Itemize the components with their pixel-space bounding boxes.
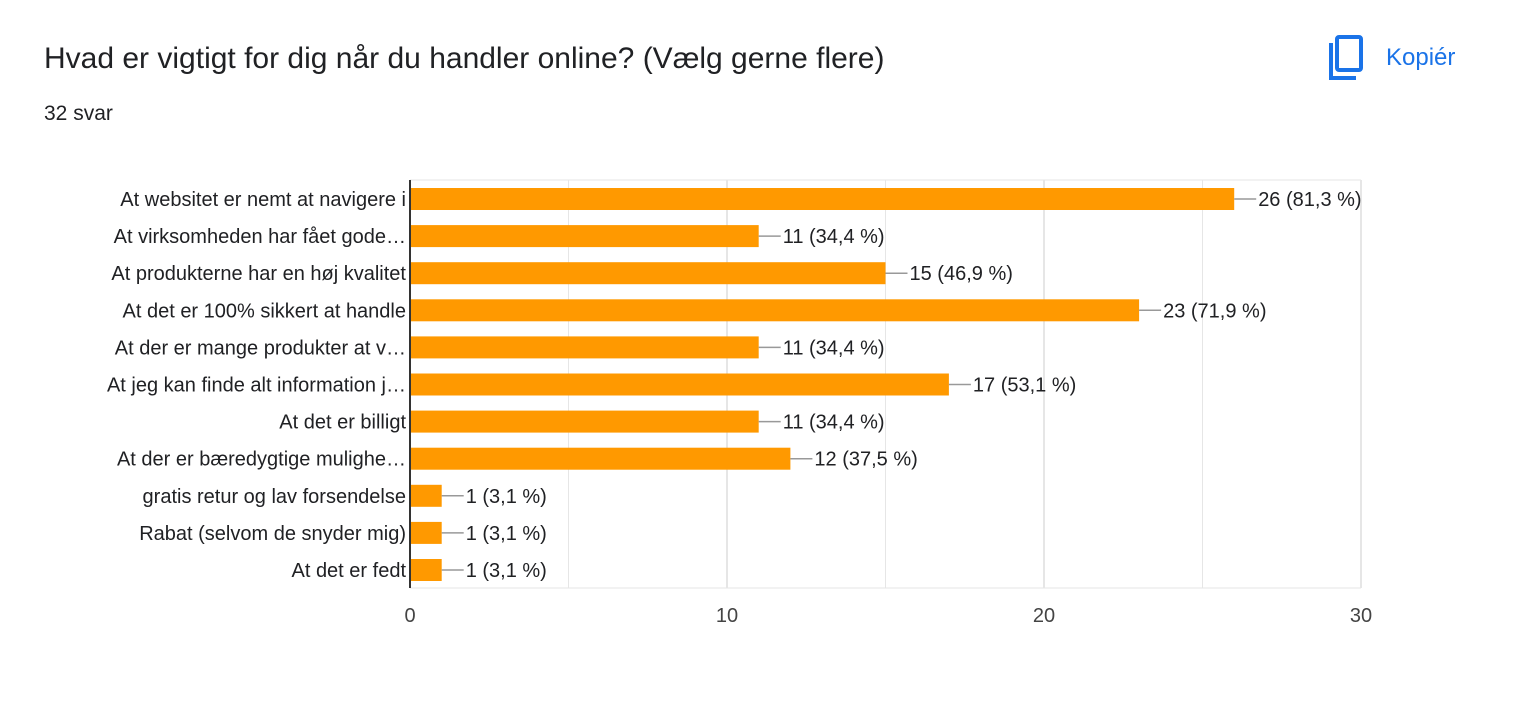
data-label: 11 (34,4 %)	[783, 412, 885, 434]
bar	[410, 484, 442, 507]
data-label: 12 (37,5 %)	[814, 449, 917, 471]
data-label: 11 (34,4 %)	[783, 337, 885, 359]
bar	[410, 225, 759, 248]
data-label: 1 (3,1 %)	[466, 486, 547, 508]
x-tick-label: 20	[1033, 605, 1055, 627]
response-count: 32 svar	[44, 102, 113, 125]
category-label: gratis retur og lav forsendelse	[143, 486, 406, 508]
data-label: 11 (34,4 %)	[783, 226, 885, 248]
category-label: Rabat (selvom de snyder mig)	[139, 523, 406, 545]
bar	[410, 336, 759, 359]
bar	[410, 299, 1140, 322]
category-label: At jeg kan finde alt information j…	[107, 375, 406, 397]
category-label: At det er fedt	[291, 560, 406, 582]
bar	[410, 373, 949, 396]
bar	[410, 188, 1235, 210]
x-tick-label: 0	[404, 605, 415, 627]
copy-button[interactable]: Kopiér	[1322, 30, 1455, 86]
copy-icon	[1322, 33, 1366, 83]
bar	[410, 521, 442, 544]
bar	[410, 410, 759, 433]
data-label: 26 (81,3 %)	[1258, 189, 1361, 211]
x-tick-label: 30	[1350, 605, 1372, 627]
category-label: At der er bæredygtige mulighe…	[117, 449, 406, 471]
bar	[410, 447, 791, 470]
category-label: At websitet er nemt at navigere i	[120, 189, 406, 211]
data-label: 1 (3,1 %)	[466, 523, 547, 545]
category-label: At det er billigt	[279, 412, 406, 434]
category-label: At der er mange produkter at v…	[115, 337, 406, 359]
data-label: 1 (3,1 %)	[466, 560, 547, 582]
question-title: Hvad er vigtigt for dig når du handler o…	[44, 42, 885, 75]
category-label: At virksomheden har fået gode…	[114, 226, 406, 248]
data-label: 15 (46,9 %)	[910, 263, 1013, 285]
x-tick-label: 10	[716, 605, 738, 627]
category-label: At det er 100% sikkert at handle	[123, 300, 407, 322]
data-label: 17 (53,1 %)	[973, 375, 1076, 397]
category-label: At produkterne har en høj kvalitet	[111, 263, 406, 285]
bar	[410, 559, 442, 581]
data-label: 23 (71,9 %)	[1163, 300, 1266, 322]
copy-label: Kopiér	[1386, 44, 1456, 71]
bar	[410, 262, 886, 285]
